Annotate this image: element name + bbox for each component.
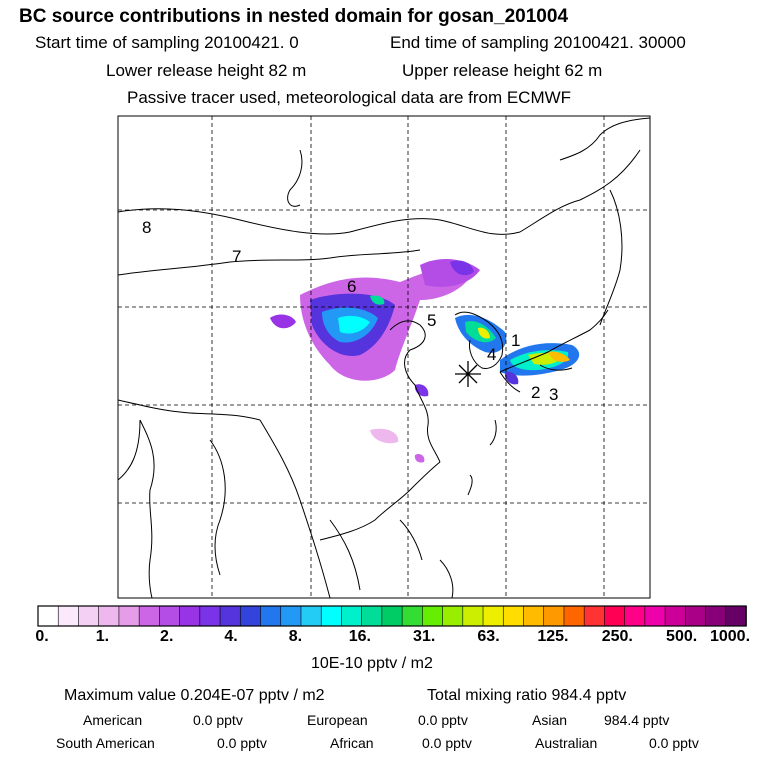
contribution-value-australian: 0.0 pptv xyxy=(649,735,699,751)
colorbar-tick-label: 1000. xyxy=(709,628,751,645)
gridlines xyxy=(118,116,650,598)
colorbar-swatch xyxy=(604,605,626,627)
colorbar-tick-label: 500. xyxy=(666,628,698,645)
colorbar-swatch xyxy=(563,605,585,627)
colorbar-swatch xyxy=(462,605,484,627)
start-time-label: Start time of sampling 20100421. 0 xyxy=(35,33,299,52)
colorbar-swatch xyxy=(502,605,525,627)
maximum-value-label: Maximum value 0.204E-07 pptv / m2 xyxy=(64,687,325,704)
contribution-name-african: African xyxy=(330,735,374,751)
upper-release-label: Upper release height 62 m xyxy=(402,61,603,80)
colorbar-tick-label: 0. xyxy=(35,628,49,645)
colorbar-swatch xyxy=(57,605,80,627)
contribution-value-african: 0.0 pptv xyxy=(422,735,472,751)
colorbar-swatch xyxy=(705,605,727,627)
colorbar-outline xyxy=(37,605,747,627)
colorbar-swatch xyxy=(280,605,302,627)
colorbar-swatch xyxy=(138,605,161,627)
colorbar-tick-label: 125. xyxy=(537,628,569,645)
colorbar-swatch xyxy=(725,605,747,627)
colorbar-swatch xyxy=(583,605,606,627)
colorbar-swatch xyxy=(644,605,666,627)
contribution-value-american: 0.0 pptv xyxy=(193,712,243,728)
contribution-name-american: American xyxy=(83,712,143,728)
colorbar-tick-label: 2. xyxy=(160,628,174,645)
colorbar-swatch xyxy=(260,605,282,627)
contribution-name-european: European xyxy=(307,712,368,728)
tracer-note: Passive tracer used, meteorological data… xyxy=(127,88,572,107)
contribution-value-asian: 984.4 pptv xyxy=(604,712,670,728)
colorbar-swatch xyxy=(239,605,262,627)
star-icon xyxy=(455,361,481,387)
colorbar-swatch xyxy=(685,605,707,627)
colorbar-swatch xyxy=(219,605,242,627)
colorbar-swatch xyxy=(422,605,444,627)
colorbar-tick-label: 1. xyxy=(95,628,110,645)
colorbar-swatch xyxy=(442,605,464,627)
colorbar-swatch xyxy=(37,605,60,627)
contribution-name-south-american: South American xyxy=(56,735,155,751)
colorbar-swatch xyxy=(159,605,181,627)
colorbar-swatch xyxy=(199,605,221,627)
region-label-6: 6 xyxy=(347,277,356,296)
colorbar-tick-label: 16. xyxy=(348,628,371,645)
region-label-7: 7 xyxy=(232,247,241,266)
region-label-4: 4 xyxy=(487,345,496,364)
region-label-2: 2 xyxy=(531,383,540,402)
contribution-value-european: 0.0 pptv xyxy=(418,712,468,728)
colorbar-swatch xyxy=(78,605,100,627)
region-label-8: 8 xyxy=(142,218,151,237)
colorbar-unit-label: 10E-10 pptv / m2 xyxy=(311,655,433,672)
colorbar-tick-label: 63. xyxy=(477,628,500,645)
colorbar-swatch xyxy=(401,605,424,627)
end-time-label: End time of sampling 20100421. 30000 xyxy=(390,33,686,52)
colorbar-swatch xyxy=(543,605,565,627)
plot-title: BC source contributions in nested domain… xyxy=(19,6,569,27)
region-label-5: 5 xyxy=(427,311,436,330)
colorbar xyxy=(37,605,747,627)
colorbar-swatch xyxy=(624,605,646,627)
contribution-plume xyxy=(270,258,580,463)
colorbar-swatch xyxy=(179,605,201,627)
colorbar-tick-label: 31. xyxy=(413,628,436,645)
colorbar-swatch xyxy=(300,605,323,627)
colorbar-swatch xyxy=(523,605,545,627)
colorbar-tick-label: 8. xyxy=(288,628,303,645)
coastlines xyxy=(118,117,650,598)
total-mixing-label: Total mixing ratio 984.4 pptv xyxy=(427,687,627,704)
colorbar-tick-label: 4. xyxy=(224,628,238,645)
contribution-name-australian: Australian xyxy=(535,735,598,751)
colorbar-swatch xyxy=(361,605,383,627)
colorbar-tick-label: 250. xyxy=(601,628,633,645)
region-label-1: 1 xyxy=(511,331,520,350)
colorbar-swatch xyxy=(482,605,505,627)
colorbar-swatch xyxy=(341,605,363,627)
colorbar-swatch xyxy=(320,605,343,627)
colorbar-swatch xyxy=(381,605,403,627)
lower-release-label: Lower release height 82 m xyxy=(106,61,307,80)
contribution-name-asian: Asian xyxy=(532,712,568,728)
colorbar-swatch xyxy=(664,605,687,627)
contribution-value-south-american: 0.0 pptv xyxy=(217,735,267,751)
colorbar-swatch xyxy=(98,605,120,627)
colorbar-swatch xyxy=(118,605,140,627)
region-label-3: 3 xyxy=(549,385,558,404)
